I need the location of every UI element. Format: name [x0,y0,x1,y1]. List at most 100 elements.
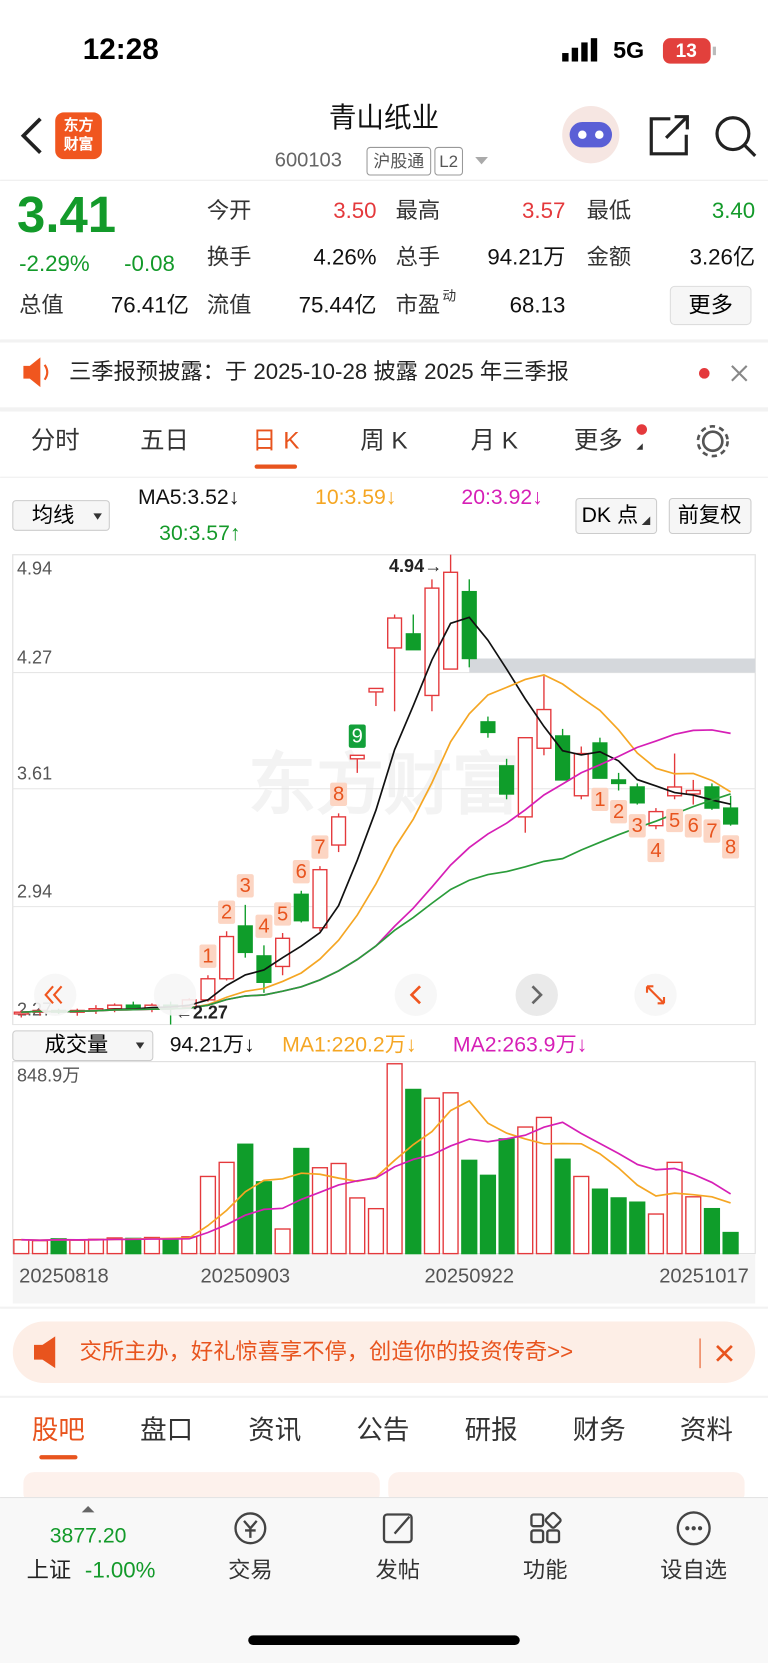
candle-body [331,816,347,846]
volume-bar [87,1238,105,1255]
candle-body [499,765,515,795]
candle-body [387,617,403,649]
footer-item[interactable]: 交易 [228,1558,273,1583]
volume-max-label: 848.9万 [17,1065,80,1085]
field-label: 金额 [587,245,632,270]
banner-text: 交所主办，好礼惊喜享不停，创造你的投资传奇>> [80,1339,574,1364]
dropdown-icon[interactable] [475,156,488,165]
adjust-button[interactable] [668,497,752,535]
eye [578,130,587,139]
stock-code: 600103 [275,150,342,172]
signal-icon [562,38,598,62]
tab[interactable]: 分时 [31,428,80,455]
notice-dot [698,368,710,379]
candle-body [405,633,421,651]
adjust-label: 前复权 [678,503,742,527]
volume-selector[interactable] [12,1030,154,1062]
close-notice[interactable] [731,365,748,382]
volume-current: 94.21万↓ [170,1033,255,1056]
candle-body [685,789,701,795]
candle-body [536,708,552,749]
settings-button[interactable] [701,430,724,453]
post-card[interactable] [23,1472,380,1504]
y-tick-label: 4.94 [17,558,52,578]
bottom-tab[interactable]: 资料 [680,1415,733,1445]
field-label: 今开 [207,198,252,223]
price: 3.41 [17,186,116,243]
time: 12:28 [83,33,159,66]
volume-bar [629,1201,646,1255]
bottom-tab[interactable]: 公告 [356,1415,409,1445]
candle-body [237,925,253,954]
nav-prev[interactable] [394,973,438,1017]
pressure-zone [469,658,756,673]
footer-item[interactable]: 功能 [523,1558,568,1583]
tab[interactable]: 更多 [574,428,623,455]
tab[interactable]: 周 K [360,428,407,455]
bottom-tab[interactable]: 股吧 [32,1415,85,1445]
td-badge [647,838,665,863]
volume-bar [535,1116,553,1255]
y-tick-label: 2.94 [17,882,52,902]
td-down-label: 2 [613,801,624,823]
search-button[interactable] [715,116,751,152]
tab[interactable]: 五日 [140,428,189,455]
tag-box [366,146,432,176]
volume-bar [591,1188,609,1255]
stock-name: 青山纸业 [329,102,439,133]
td-up-label: 4 [258,916,269,938]
change-pct: -2.29% [19,251,90,276]
candle-body [293,893,309,922]
volume-bar [610,1197,627,1255]
dk-label: DK 点 [582,503,639,527]
td-up-label: 2 [221,902,232,924]
footer-item[interactable]: 设自选 [660,1558,727,1583]
field-value: 68.13 [510,292,566,317]
bottom-tab[interactable]: 研报 [465,1415,518,1445]
date-label: 20250818 [19,1265,109,1287]
dk-button[interactable] [575,497,658,535]
footer-item[interactable]: 发帖 [376,1558,421,1583]
bottom-tab[interactable]: 资讯 [248,1415,301,1445]
notice[interactable]: 三季报预披露：于 2025-10-28 披露 2025 年三季报 [69,359,569,384]
candle-body [424,587,440,697]
tab[interactable]: 月 K [471,428,518,455]
bottom-tab[interactable]: 财务 [573,1415,626,1445]
index-name: 上证 [27,1558,72,1583]
volume-bar [162,1238,179,1255]
ma-selector[interactable] [12,500,110,531]
volume-bar [349,1197,366,1255]
field-value: 3.40 [712,198,755,223]
volume-bar [143,1236,161,1255]
field-value: 3.26亿 [690,245,756,270]
post-card[interactable] [388,1472,745,1504]
bottom-tab[interactable]: 盘口 [140,1415,193,1445]
nav-zoom-out[interactable] [153,973,197,1017]
back-button[interactable] [20,117,42,155]
promo-banner[interactable] [12,1321,756,1384]
td-down-label: 3 [632,815,643,837]
nav-next[interactable] [515,973,558,1017]
candle-body [573,752,589,797]
nav-prev-icon [409,985,421,1005]
volume-bar [199,1175,217,1255]
td-up-label: 7 [314,836,325,858]
candle-body [704,786,720,809]
field-value: 94.21万 [487,245,565,270]
tab[interactable]: 日 K [252,428,299,455]
td-down-label: 8 [725,836,736,858]
candle-body [611,779,627,785]
volume-bar [125,1237,142,1255]
banner-close[interactable] [716,1344,733,1362]
td-badge [591,787,609,812]
index-value[interactable]: 3877.20 [50,1524,127,1547]
divider [0,339,768,343]
td-badge [330,782,348,806]
more-dots [685,1526,703,1531]
volume-ma2: MA2:263.9万↓ [453,1033,587,1056]
td-badge [274,902,292,926]
share-button[interactable] [649,115,689,156]
tab-underline [39,1455,78,1460]
field-label: 流值 [207,292,252,317]
more-button[interactable] [669,285,752,326]
